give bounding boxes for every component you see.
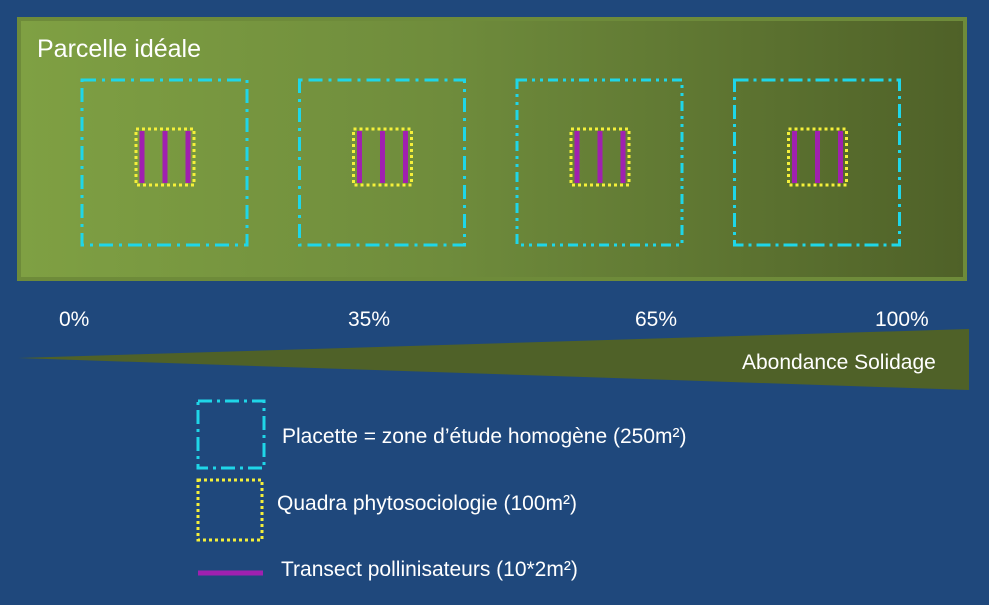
parcelle-ideale-box: Parcelle idéale (17, 17, 967, 281)
tick-65: 65% (635, 308, 678, 331)
tick-0: 0% (59, 308, 90, 331)
quadra-4 (787, 127, 848, 187)
placette-3 (515, 78, 684, 247)
legend-placette-symbol (196, 399, 266, 470)
quadra-2 (352, 127, 413, 187)
legend-quadra-label: Quadra phytosociologie (100m²) (277, 492, 577, 515)
tick-35: 35% (348, 308, 391, 331)
abundance-label: Abondance Solidage (742, 351, 936, 374)
parcel-title: Parcelle idéale (37, 35, 201, 63)
abundance-wedge (18, 329, 969, 390)
placettes-group (80, 78, 901, 247)
placette-1 (80, 78, 249, 247)
legend-transect-label: Transect pollinisateurs (10*2m²) (281, 558, 578, 581)
placette-2 (298, 78, 466, 247)
quadra-3 (569, 127, 631, 187)
legend-quadra-symbol (196, 478, 264, 542)
tick-100: 100% (875, 308, 929, 331)
quadra-1 (134, 127, 196, 187)
placette-4 (733, 78, 901, 247)
legend-placette-label: Placette = zone d’étude homogène (250m²) (282, 425, 687, 448)
